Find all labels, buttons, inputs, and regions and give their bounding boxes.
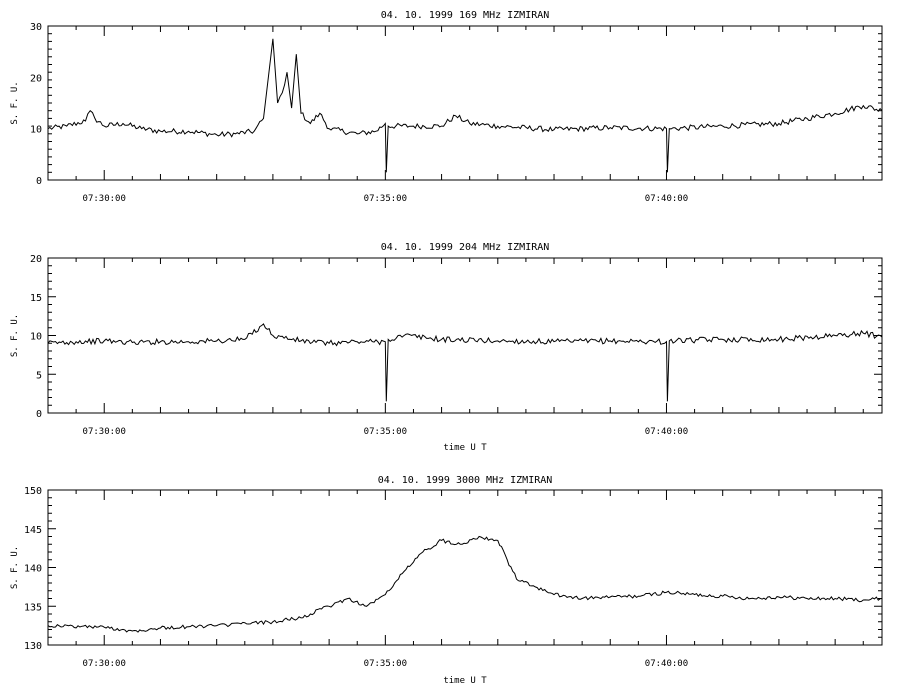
- plot-frame: [47, 489, 883, 646]
- y-tick-label: 0: [36, 176, 42, 187]
- chart-title: 04. 10. 1999 169 MHz IZMIRAN: [381, 10, 550, 21]
- x-tick-label: 07:35:00: [364, 194, 407, 204]
- chart-title: 04. 10. 1999 3000 MHz IZMIRAN: [378, 475, 553, 486]
- x-axis-label: time U T: [443, 443, 487, 453]
- y-tick-label: 10: [30, 125, 42, 136]
- plot-frame: [47, 25, 883, 181]
- y-tick-label: 135: [24, 602, 42, 613]
- y-tick-label: 140: [24, 564, 42, 575]
- x-tick-label: 07:30:00: [83, 194, 126, 204]
- data-series-line: [47, 323, 883, 402]
- chart-title: 04. 10. 1999 204 MHz IZMIRAN: [381, 242, 550, 253]
- x-tick-label: 07:40:00: [645, 427, 688, 437]
- y-axis-label: S. F. U.: [10, 546, 20, 589]
- data-series-line: [47, 535, 883, 633]
- x-tick-label: 07:35:00: [364, 427, 407, 437]
- x-tick-label: 07:30:00: [83, 659, 126, 669]
- y-axis-label: S. F. U.: [10, 81, 20, 124]
- y-tick-label: 150: [24, 486, 42, 497]
- y-tick-label: 130: [24, 641, 42, 652]
- x-axis-label: time U T: [443, 676, 487, 686]
- y-tick-label: 5: [36, 370, 42, 381]
- chart-panel-3: 04. 10. 1999 3000 MHz IZMIRAN S. F. U. tim…: [10, 475, 883, 686]
- x-tick-label: 07:40:00: [645, 659, 688, 669]
- y-tick-label: 20: [30, 73, 42, 84]
- plot-frame: [47, 257, 883, 414]
- data-series-line: [47, 38, 883, 173]
- y-tick-label: 0: [36, 409, 42, 420]
- x-tick-label: 07:35:00: [364, 659, 407, 669]
- y-axis-label: S. F. U.: [10, 314, 20, 357]
- y-tick-label: 145: [24, 525, 42, 536]
- y-tick-label: 15: [30, 293, 42, 304]
- y-tick-label: 30: [30, 22, 42, 33]
- y-tick-label: 10: [30, 332, 42, 343]
- x-tick-label: 07:30:00: [83, 427, 126, 437]
- chart-panel-2: 04. 10. 1999 204 MHz IZMIRAN S. F. U. time…: [10, 242, 883, 453]
- y-tick-label: 20: [30, 254, 42, 265]
- chart-panel-1: 04. 10. 1999 169 MHz IZMIRAN S. F. U. 0 10 2…: [10, 10, 883, 204]
- x-tick-label: 07:40:00: [645, 194, 688, 204]
